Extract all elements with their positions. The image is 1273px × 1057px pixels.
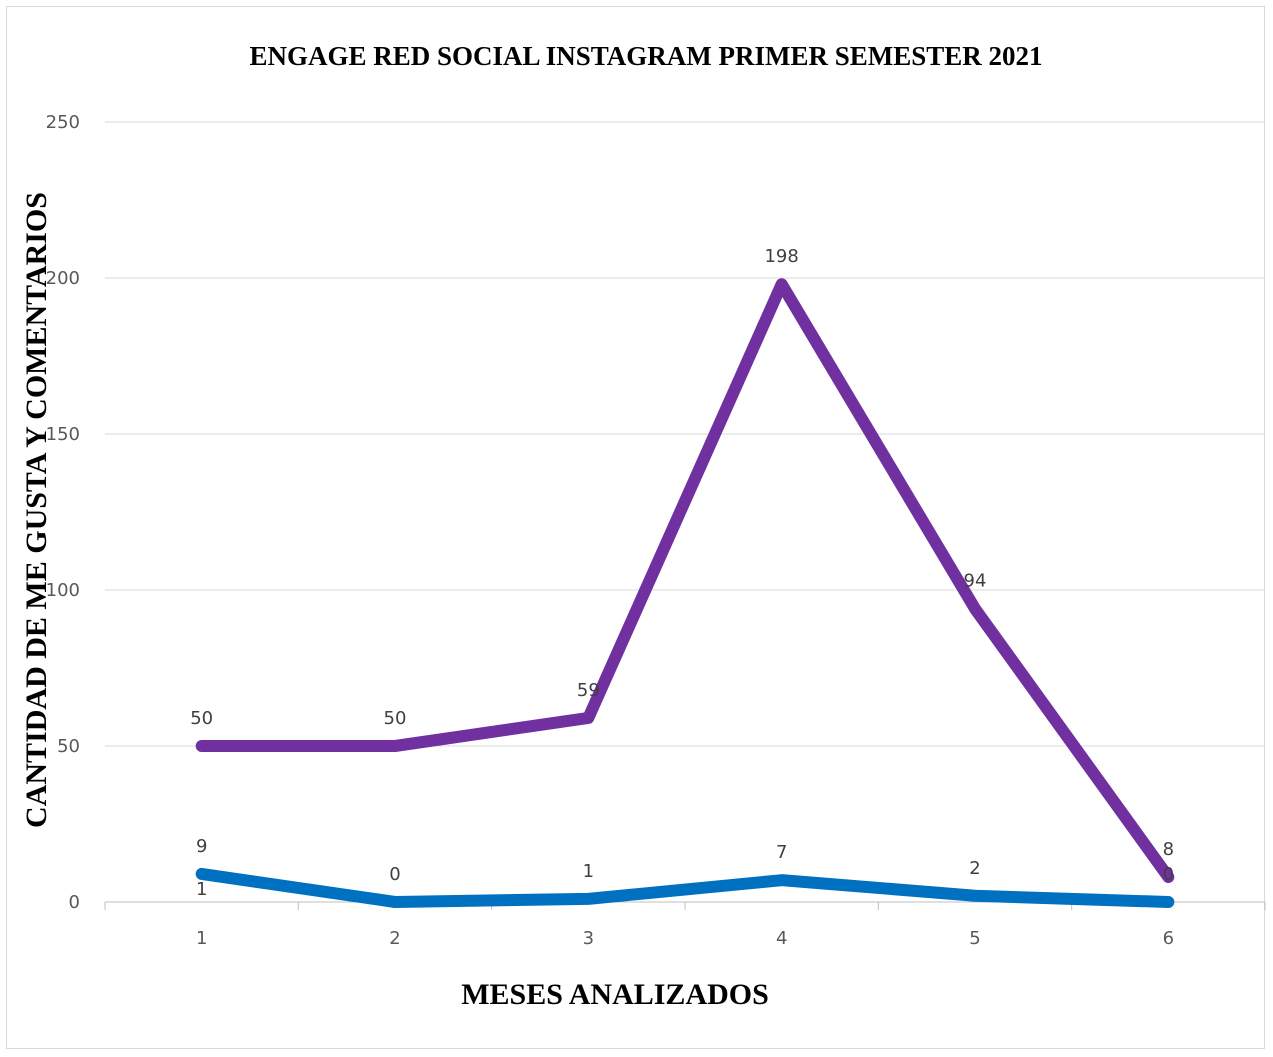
y-tick-label: 250 (46, 112, 80, 133)
data-label: 8 (1163, 839, 1174, 860)
data-label: 1 (196, 879, 207, 900)
data-label: 50 (384, 708, 407, 729)
data-label: 94 (964, 571, 987, 592)
data-label: 198 (764, 246, 798, 267)
y-tick-label: 50 (57, 736, 80, 757)
y-axis-ticks: 0 50 100 150 200 250 (46, 112, 80, 913)
x-tick-label: 5 (969, 928, 980, 949)
x-tick-label: 6 (1163, 928, 1174, 949)
data-label: 9 (196, 836, 207, 857)
x-tick-label: 3 (583, 928, 594, 949)
series-line-2 (195, 867, 1175, 908)
data-label: 1 (583, 861, 594, 882)
series-lines (195, 278, 1175, 908)
y-axis-title: CANTIDAD DE ME GUSTA Y COMENTARIOS (20, 192, 53, 828)
x-tick-label: 1 (196, 928, 207, 949)
data-label: 0 (389, 864, 400, 885)
data-label: 59 (577, 680, 600, 701)
data-label: 0 (1163, 864, 1174, 885)
chart-title: ENGAGE RED SOCIAL INSTAGRAM PRIMER SEMES… (249, 41, 1042, 71)
data-labels: 50 50 59 198 94 8 9 0 1 7 2 0 1 (190, 246, 1174, 900)
data-label: 2 (969, 858, 980, 879)
data-label: 50 (190, 708, 213, 729)
x-axis-title: MESES ANALIZADOS (461, 978, 769, 1011)
series-line-1 (195, 278, 1175, 884)
gridlines (104, 121, 1266, 910)
x-tick-label: 2 (389, 928, 400, 949)
y-tick-label: 0 (69, 892, 80, 913)
y-tick-label: 100 (46, 580, 80, 601)
x-axis-ticks: 1 2 3 4 5 6 (196, 928, 1174, 949)
y-tick-label: 150 (46, 424, 80, 445)
data-label: 7 (776, 842, 787, 863)
y-tick-label: 200 (46, 268, 80, 289)
x-tick-label: 4 (776, 928, 787, 949)
